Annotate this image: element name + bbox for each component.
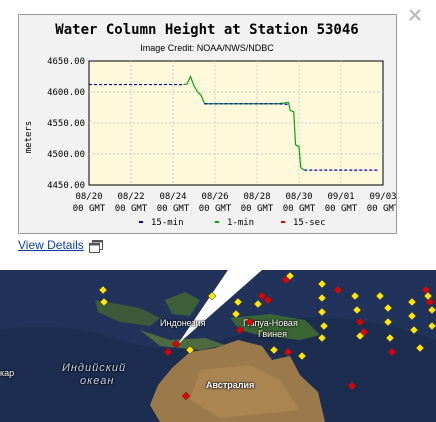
y-tick-labels: 4650.00 4600.00 4550.00 4500.00 4450.00 xyxy=(47,57,85,191)
x-tick-label-tz: 00 GMT xyxy=(283,204,316,214)
series-15min-line xyxy=(204,103,289,105)
map-label-indian-ocean-1: Индийский xyxy=(62,362,127,374)
chart-subtitle: Image Credit: NOAA/NWS/NDBC xyxy=(140,43,274,53)
y-tick-label: 4500.00 xyxy=(47,150,85,160)
x-tick-label-tz: 00 GMT xyxy=(73,204,106,214)
x-tick-label: 09/03 xyxy=(369,192,396,202)
water-column-chart: Water Column Height at Station 53046 Ima… xyxy=(24,22,400,228)
view-details-link[interactable]: View Details xyxy=(18,238,84,252)
x-tick-label: 08/24 xyxy=(159,192,186,202)
map-label-indian-ocean-2: океан xyxy=(80,375,115,387)
x-tick-label: 08/22 xyxy=(117,192,144,202)
x-tick-label-tz: 00 GMT xyxy=(199,204,232,214)
chart-title: Water Column Height at Station 53046 xyxy=(55,22,358,38)
y-axis-label: meters xyxy=(24,121,34,154)
x-tick-label-tz: 00 GMT xyxy=(325,204,358,214)
x-tick-label-tz: 00 GMT xyxy=(115,204,148,214)
close-icon[interactable] xyxy=(409,9,421,21)
series-1min-line xyxy=(183,74,305,171)
y-tick-label: 4650.00 xyxy=(47,57,85,67)
x-tick-label-tz: 00 GMT xyxy=(367,204,396,214)
popup-pointer xyxy=(178,270,262,344)
legend-label: 15-min xyxy=(151,218,184,228)
chart-legend: 15-min 1-min 15-sec xyxy=(139,218,326,228)
grid-lines xyxy=(89,61,383,185)
map-label-indonesia: Индонезия xyxy=(160,318,206,328)
x-tick-labels: 08/20 00 GMT 08/22 00 GMT 08/24 00 GMT 08/26 00… xyxy=(73,192,400,214)
x-tick-label-tz: 00 GMT xyxy=(157,204,190,214)
x-tick-label: 08/28 xyxy=(243,192,270,202)
map-label-cut: кар xyxy=(0,368,15,378)
map-label-australia: Австралия xyxy=(206,380,255,390)
x-tick-label: 09/01 xyxy=(327,192,354,202)
legend-swatch-15-sec xyxy=(281,221,285,223)
x-tick-label: 08/30 xyxy=(285,192,312,202)
chart-panel: Water Column Height at Station 53046 Ima… xyxy=(18,14,400,234)
series-layer xyxy=(89,74,378,171)
legend-swatch-1-min xyxy=(215,221,219,223)
x-tick-label: 08/20 xyxy=(75,192,102,202)
x-tick-label: 08/26 xyxy=(201,192,228,202)
legend-label: 15-sec xyxy=(293,218,326,228)
map-label-png-1: Папуа-Новая xyxy=(243,318,298,328)
legend-swatch-15-min xyxy=(139,221,143,223)
map-label-png-2: Гвинея xyxy=(258,329,288,339)
info-popup: Water Column Height at Station 53046 Ima… xyxy=(0,0,436,270)
y-tick-label: 4600.00 xyxy=(47,88,85,98)
legend-label: 1-min xyxy=(227,218,254,228)
y-tick-label: 4550.00 xyxy=(47,119,85,129)
x-tick-label-tz: 00 GMT xyxy=(241,204,274,214)
y-tick-label: 4450.00 xyxy=(47,181,85,191)
new-window-icon[interactable] xyxy=(89,240,103,253)
